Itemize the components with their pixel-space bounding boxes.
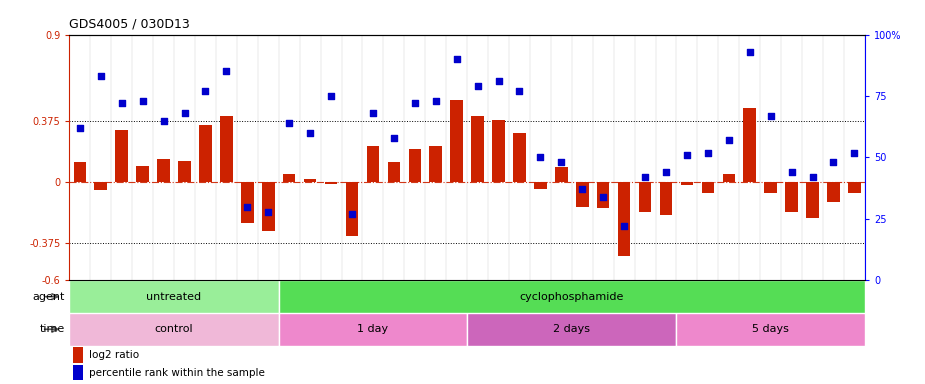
Point [219, 68, 234, 74]
Bar [513, 133, 525, 182]
Text: 1 day: 1 day [357, 324, 388, 334]
Bar [722, 174, 735, 182]
Bar [179, 161, 191, 182]
Bar [157, 159, 170, 182]
Bar [325, 182, 338, 184]
Point [72, 125, 87, 131]
Text: cyclophosphamide: cyclophosphamide [520, 291, 624, 302]
Point [198, 88, 213, 94]
Bar [388, 162, 401, 182]
Point [115, 100, 130, 106]
Bar [744, 108, 756, 182]
Text: GDS4005 / 030D13: GDS4005 / 030D13 [69, 18, 191, 31]
Point [826, 159, 841, 166]
Point [637, 174, 652, 180]
Point [554, 159, 569, 166]
Point [847, 149, 862, 156]
Point [428, 98, 443, 104]
Bar [283, 174, 295, 182]
Text: untreated: untreated [146, 291, 202, 302]
Bar [764, 182, 777, 194]
Bar [676, 313, 865, 346]
Bar [74, 162, 86, 182]
Bar [136, 166, 149, 182]
Point [156, 118, 171, 124]
Point [470, 83, 485, 89]
Bar [262, 182, 275, 231]
Point [722, 137, 736, 143]
Point [387, 135, 401, 141]
Bar [73, 347, 83, 363]
Bar [492, 120, 505, 182]
Point [261, 209, 276, 215]
Point [743, 49, 758, 55]
Point [784, 169, 799, 175]
Point [659, 169, 673, 175]
Bar [639, 182, 651, 212]
Bar [827, 182, 840, 202]
Point [533, 154, 548, 161]
Bar [597, 182, 610, 208]
Point [596, 194, 611, 200]
Text: log2 ratio: log2 ratio [89, 350, 140, 360]
Point [512, 88, 527, 94]
Point [700, 149, 715, 156]
Text: time: time [40, 324, 65, 334]
Point [324, 93, 339, 99]
Bar [94, 182, 107, 190]
Point [282, 120, 297, 126]
Point [93, 73, 108, 79]
Bar [555, 167, 568, 182]
Bar [278, 313, 467, 346]
Bar [660, 182, 672, 215]
Point [680, 152, 695, 158]
Point [135, 98, 150, 104]
Point [240, 204, 254, 210]
Bar [472, 116, 484, 182]
Point [450, 56, 464, 62]
Bar [467, 313, 676, 346]
Point [574, 186, 589, 192]
Text: percentile rank within the sample: percentile rank within the sample [89, 367, 265, 377]
Bar [701, 182, 714, 194]
Point [177, 110, 191, 116]
Bar [346, 182, 358, 236]
Bar [429, 146, 442, 182]
Bar [409, 149, 421, 182]
Point [407, 100, 422, 106]
Bar [450, 100, 462, 182]
Point [763, 113, 778, 119]
Point [365, 110, 380, 116]
Bar [303, 179, 316, 182]
Point [491, 78, 506, 84]
Bar [199, 125, 212, 182]
Point [805, 174, 820, 180]
Bar [618, 182, 631, 256]
Bar [681, 182, 693, 185]
Text: 2 days: 2 days [553, 324, 590, 334]
Bar [807, 182, 819, 218]
Text: 5 days: 5 days [752, 324, 789, 334]
Bar [278, 280, 865, 313]
Point [302, 130, 317, 136]
Bar [220, 116, 233, 182]
Text: agent: agent [32, 291, 65, 302]
Bar [241, 182, 253, 223]
Bar [366, 146, 379, 182]
Bar [534, 182, 547, 189]
Point [617, 223, 632, 229]
Bar [69, 313, 278, 346]
Bar [73, 365, 83, 380]
Text: control: control [154, 324, 193, 334]
Bar [69, 280, 278, 313]
Bar [576, 182, 588, 207]
Point [345, 211, 360, 217]
Bar [785, 182, 798, 212]
Bar [848, 182, 860, 194]
Bar [116, 129, 128, 182]
